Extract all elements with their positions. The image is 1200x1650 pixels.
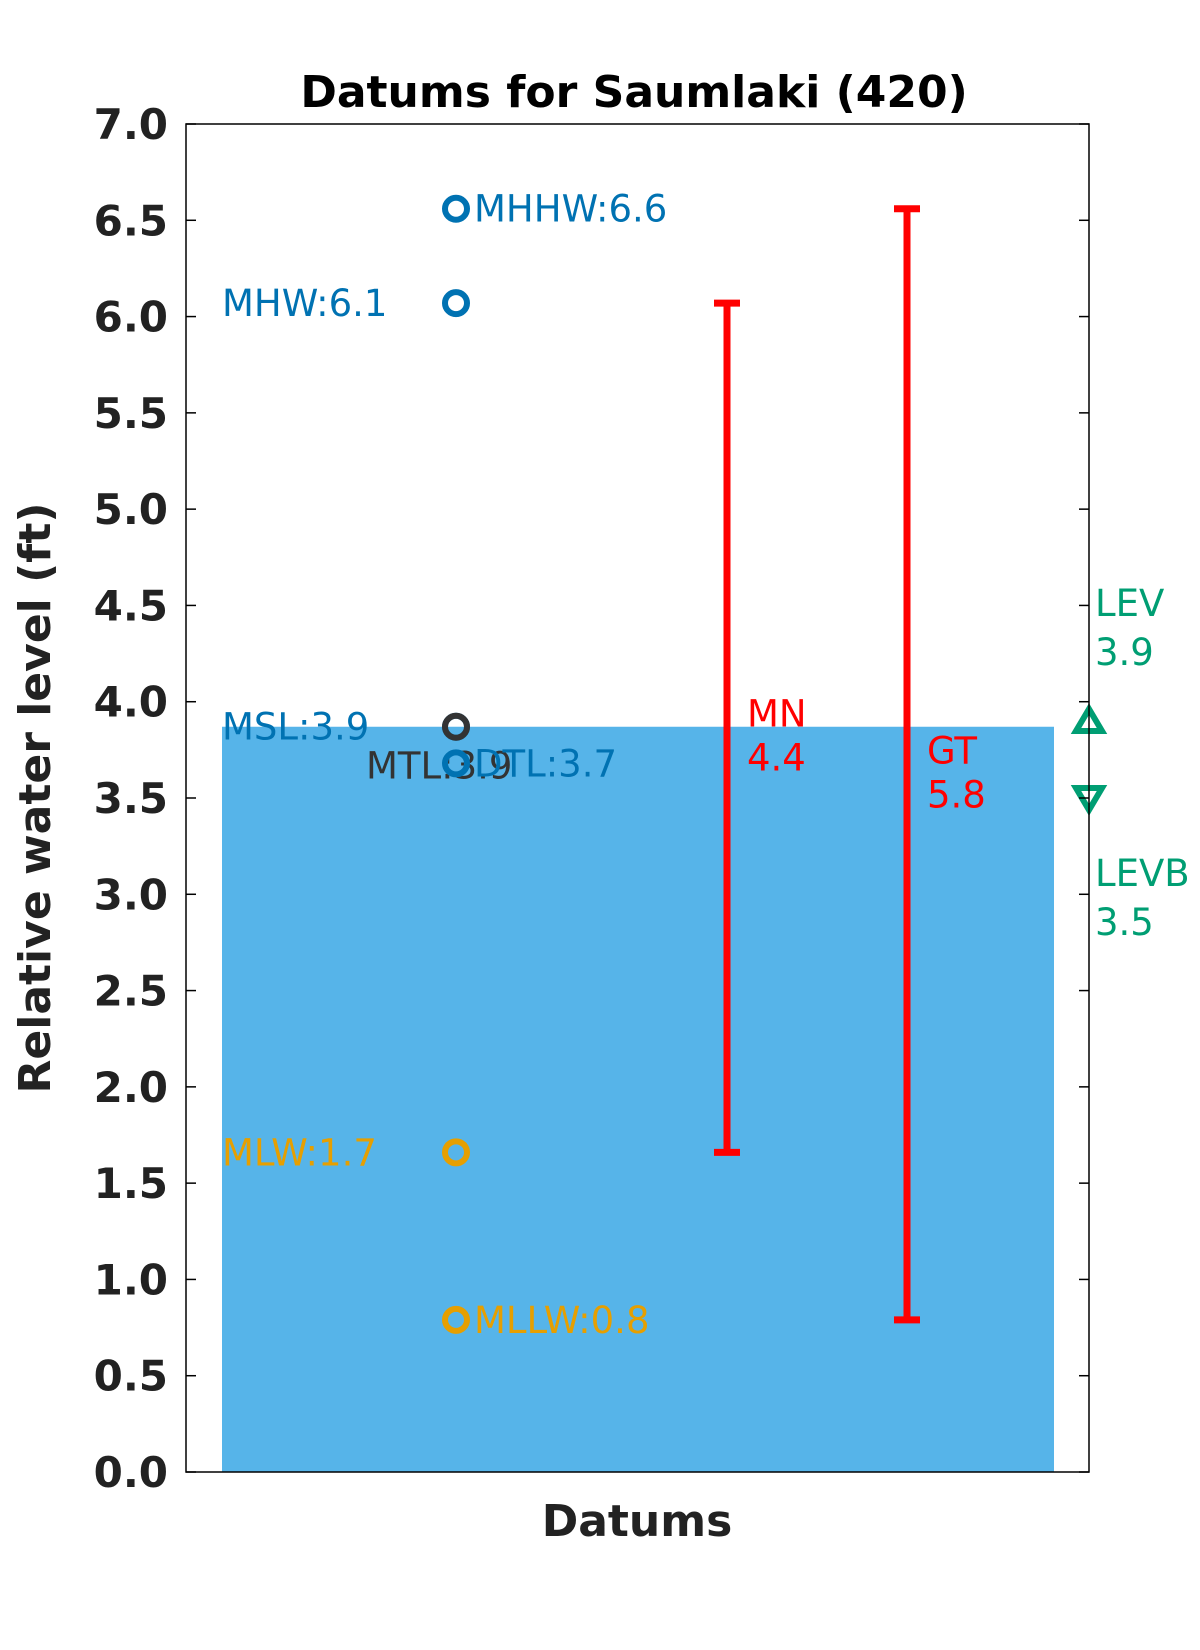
range-label-value: 5.8 — [927, 773, 986, 816]
y-axis-ticks: 0.0 0.5 1.0 1.5 2.0 2.5 3.0 3.5 4.0 4.5 5.0 5.5 6.0 6… — [94, 100, 1089, 1497]
range-label: GT5.8 — [927, 729, 986, 816]
msl-bar — [222, 726, 1054, 1472]
x-axis-label: Datums — [542, 1496, 733, 1547]
range-layer: MN4.4 GT5.8 — [714, 205, 986, 1324]
datum-marker — [442, 749, 470, 778]
extreme-label: LEVB 3.5 — [1095, 852, 1190, 944]
y-axis-label: Relative water level (ft) — [10, 503, 61, 1094]
y-tick-label: 0.5 — [94, 1352, 168, 1401]
y-tick-label: 1.5 — [94, 1159, 168, 1208]
extreme-label-value: 3.5 — [1095, 901, 1154, 944]
datum-label: DTL:3.7 — [474, 742, 617, 785]
y-tick-label: 3.5 — [94, 774, 168, 823]
y-tick-label: 6.5 — [94, 196, 168, 245]
datum-label: MSL:3.9 — [222, 706, 369, 749]
datum-label: MLW:1.7 — [222, 1131, 377, 1174]
datum-marker — [442, 289, 470, 318]
range-label-value: 4.4 — [747, 737, 806, 780]
datum-label: MHW:6.1 — [222, 282, 387, 325]
extreme-label-name: LEV — [1095, 582, 1164, 625]
y-tick-label: 4.5 — [94, 581, 168, 630]
y-tick-label: 4.0 — [94, 678, 168, 727]
extreme-label-name: LEVB — [1095, 852, 1190, 895]
extreme-label-value: 3.9 — [1095, 631, 1154, 674]
range-label-name: GT — [927, 729, 977, 772]
extreme-label: LEV 3.9 — [1095, 582, 1164, 674]
y-tick-label: 1.0 — [94, 1255, 168, 1304]
extreme-layer: LEV 3.9 LEVB 3.5 — [1070, 582, 1190, 944]
datum-marker — [442, 712, 470, 741]
y-tick-label: 5.5 — [94, 389, 168, 438]
y-tick-label: 5.0 — [94, 485, 168, 534]
y-tick-label: 0.0 — [94, 1448, 168, 1497]
datum-marker — [442, 1305, 470, 1334]
bar-layer — [222, 726, 1054, 1472]
range-label-name: MN — [747, 693, 807, 736]
chart-title: Datums for Saumlaki (420) — [300, 67, 967, 118]
y-tick-label: 2.0 — [94, 1063, 168, 1112]
y-tick-label: 2.5 — [94, 967, 168, 1016]
y-tick-label: 6.0 — [94, 293, 168, 342]
datum-marker — [442, 1138, 470, 1167]
y-tick-label: 3.0 — [94, 870, 168, 919]
range-label: MN4.4 — [747, 693, 807, 780]
datum-label: MHHW:6.6 — [474, 188, 667, 231]
datum-label: MTL:3.9 — [366, 745, 512, 788]
y-tick-label: 7.0 — [94, 100, 168, 149]
datum-marker — [442, 194, 470, 223]
datum-label: MLLW:0.8 — [474, 1299, 649, 1342]
